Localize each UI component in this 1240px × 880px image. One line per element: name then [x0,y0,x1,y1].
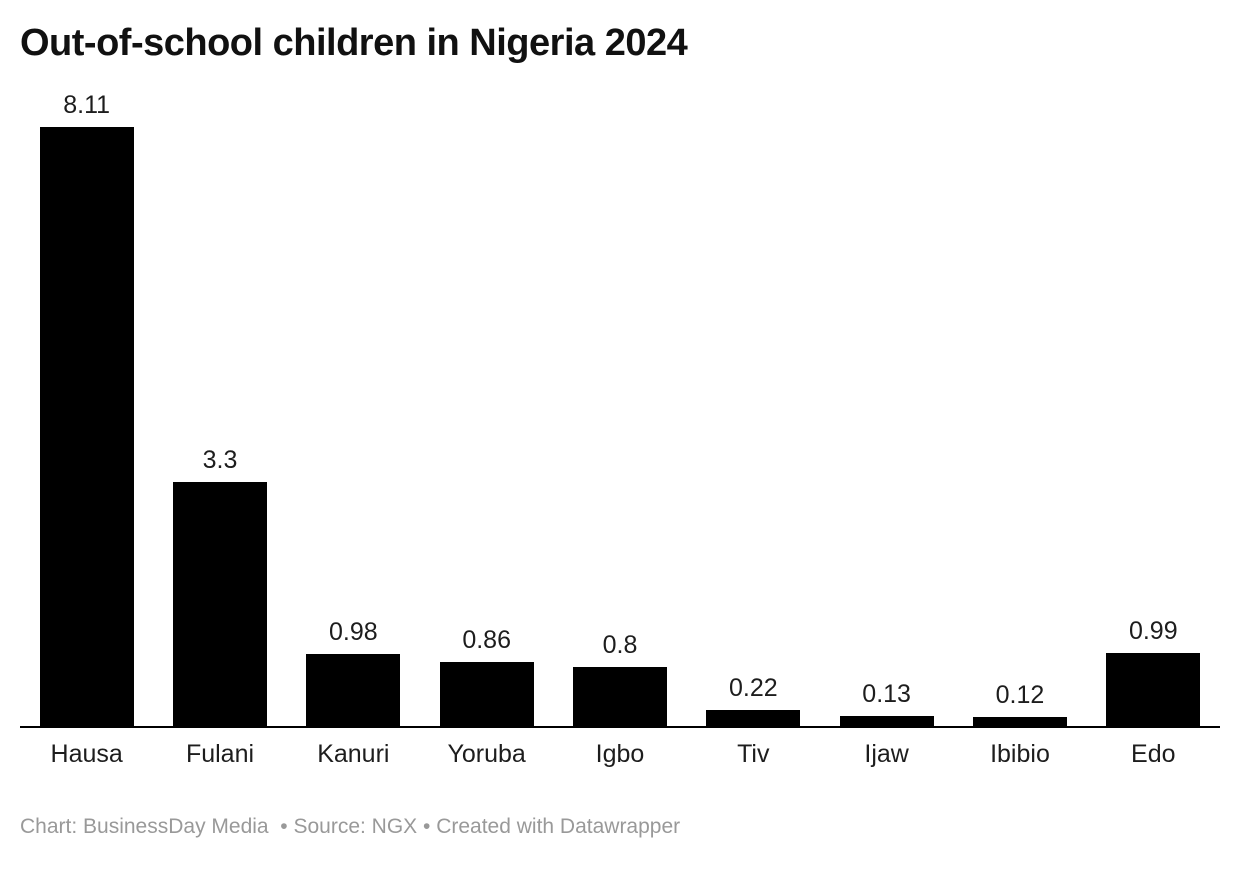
bar-slot: 0.12 [953,127,1086,726]
category-label-ibibio: Ibibio [990,740,1050,768]
bar-slot: 0.13 [820,127,953,726]
plot-area: 8.11 3.3 0.98 0.86 0.8 0.22 0.13 0.12 0.99 Hausa… [20,91,1220,768]
bar-slot: 0.99 [1087,127,1220,726]
category-label-edo: Edo [1131,740,1176,768]
bar-igbo [572,667,667,726]
bar-value-label: 0.12 [995,681,1045,709]
category-axis-labels: Hausa Fulani Kanuri Yoruba Igbo Tiv Ijaw Ibibio… [20,740,1220,768]
chart-container: Out-of-school children in Nigeria 2024 8… [0,22,1240,839]
bar-yoruba [439,662,534,726]
bar-value-label: 0.98 [328,618,378,646]
page-title: Out-of-school children in Nigeria 2024 [20,22,688,64]
bar-edo [1106,653,1201,726]
bar-value-label: 0.13 [862,680,911,708]
category-label-fulani: Fulani [185,740,255,768]
category-label-kanuri: Kanuri [317,740,390,768]
bar-value-label: 0.22 [728,674,778,702]
bar-value-label: 0.99 [1128,617,1178,645]
bar-slot: 8.11 [20,91,153,726]
category-label-yoruba: Yoruba [447,740,526,768]
bar-ibibio [972,717,1067,726]
bar-fulani [172,482,267,726]
x-axis-line [20,726,1220,728]
bar-slot: 3.3 [153,127,286,726]
bar-kanuri [306,654,401,726]
category-label-hausa: Hausa [50,740,123,768]
footer-attribution: Chart: BusinessDay Media • Source: NGX •… [20,815,681,838]
bar-value-label: 3.3 [202,446,238,474]
bar-slot: 0.8 [553,127,686,726]
bar-slot: 0.86 [420,127,553,726]
bars-area: 8.11 3.3 0.98 0.86 0.8 0.22 0.13 0.12 0.99 [20,91,1220,726]
bar-hausa [39,127,134,726]
bar-slot: 0.98 [287,127,420,726]
bar-slot: 0.22 [687,127,820,726]
category-label-ijaw: Ijaw [864,740,909,768]
bar-value-label: 8.11 [63,91,111,119]
bar-ijaw [839,716,934,726]
bar-value-label: 0.86 [462,626,511,654]
bar-value-label: 0.8 [602,631,638,659]
category-label-igbo: Igbo [595,740,645,768]
bar-tiv [706,710,801,726]
category-label-tiv: Tiv [737,740,770,768]
